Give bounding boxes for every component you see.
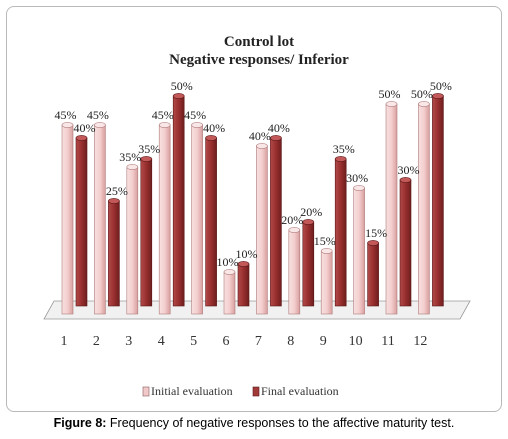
x-tick-9: 9 [320,334,327,349]
bar-cap-s1-6 [223,269,236,275]
legend-label-initial: Initial evaluation [151,384,233,398]
data-label-s2-1: 40% [74,121,96,135]
bar-s1-4 [158,124,171,315]
bar-cap-s1-2 [94,122,106,128]
data-label-s2-4: 50% [171,79,193,93]
x-tick-3: 3 [125,334,132,349]
data-label-s1-1: 45% [55,108,77,122]
caption-text: Frequency of negative responses to the a… [106,416,455,430]
data-label-s1-8: 20% [281,213,303,227]
data-label-s1-11: 50% [379,87,401,101]
x-tick-1: 1 [61,334,68,349]
bar-s2-5 [205,137,217,307]
data-label-s2-9: 35% [333,142,355,156]
x-tick-10: 10 [349,334,363,349]
x-tick-12: 12 [413,334,427,349]
data-label-s2-5: 40% [203,121,225,135]
bar-cap-s2-10 [367,240,379,246]
x-tick-7: 7 [255,334,262,349]
bar-s2-10 [367,242,379,307]
data-label-s2-7: 40% [268,121,290,135]
legend-label-final: Final evaluation [261,384,339,398]
legend: Initial evaluation Final evaluation [142,384,339,398]
bar-cap-s1-1 [61,122,74,128]
data-label-s1-9: 15% [314,234,336,248]
x-axis-ticks: 1 2 3 4 5 6 7 8 9 10 11 12 [61,334,428,349]
bar-cap-s2-12 [432,93,444,99]
bar-s1-2 [94,124,106,315]
bar-s2-9 [334,158,347,307]
data-label-s2-11: 30% [398,163,420,177]
bar-cap-s2-9 [334,156,347,162]
x-tick-5: 5 [190,334,197,349]
data-label-s1-7: 40% [249,129,271,143]
x-tick-6: 6 [223,334,230,349]
bar-cap-s1-7 [256,143,268,149]
bar-chart: Control lot Negative responses/ Inferior… [43,34,471,398]
bar-cap-s1-4 [158,122,171,128]
chart-subtitle: Negative responses/ Inferior [169,52,349,68]
bar-s1-7 [256,145,268,315]
bar-cap-s2-3 [140,156,153,162]
caption-label: Figure 8: [53,416,107,430]
bar-s2-12 [432,95,444,307]
data-label-s1-3: 35% [119,150,141,164]
bar-s2-8 [302,221,315,307]
x-tick-4: 4 [158,334,165,349]
bar-cap-s2-11 [399,177,412,183]
bar-s1-11 [385,103,398,315]
legend-swatch-final [252,386,260,397]
bar-cap-s1-11 [385,101,398,107]
data-label-s2-2: 25% [106,184,128,198]
data-label-s1-6: 10% [217,255,239,269]
bar-cap-s2-4 [172,93,185,99]
x-tick-11: 11 [381,334,394,349]
x-tick-8: 8 [287,334,294,349]
bar-cap-s2-6 [237,261,250,267]
data-label-s2-3: 35% [138,142,160,156]
bar-s2-4 [172,95,185,307]
bar-s1-1 [61,124,74,315]
data-label-s1-4: 45% [152,108,174,122]
data-label-s2-12: 50% [430,79,452,93]
bar-cap-s2-5 [205,135,217,141]
bar-s2-3 [140,158,153,307]
data-label-s1-2: 45% [87,108,109,122]
data-label-s2-6: 10% [236,247,258,261]
bar-s1-5 [191,124,203,315]
data-label-s2-10: 15% [365,226,387,240]
bar-s1-3 [126,166,139,315]
legend-swatch-initial [142,386,150,397]
bar-s1-8 [288,229,301,315]
bar-s1-9 [320,250,333,315]
bar-cap-s1-3 [126,164,139,170]
bar-s1-6 [223,271,236,315]
bar-cap-s1-8 [288,227,301,233]
bar-s2-1 [75,137,88,307]
bars-group [61,93,444,315]
bar-s2-6 [237,263,250,307]
bar-cap-s2-2 [108,198,120,204]
bar-cap-s1-9 [320,248,333,254]
bar-s2-7 [270,137,282,307]
bar-s2-2 [108,200,120,307]
figure-caption: Figure 8: Frequency of negative response… [0,416,508,430]
data-label-s1-10: 30% [346,171,368,185]
x-tick-2: 2 [93,334,100,349]
bar-s1-12 [418,103,430,315]
bar-cap-s2-1 [75,135,88,141]
bar-cap-s1-5 [191,122,203,128]
bar-s1-10 [353,187,365,315]
bar-cap-s1-10 [353,185,365,191]
data-labels-group: 40%45%25%45%35%35%50%45%40%45%10%10%40%4… [55,79,452,269]
bar-cap-s2-7 [270,135,282,141]
data-label-s2-8: 20% [300,205,322,219]
chart-title: Control lot [224,34,294,50]
data-label-s1-12: 50% [411,87,433,101]
bar-cap-s1-12 [418,101,430,107]
bar-s2-11 [399,179,412,307]
bar-cap-s2-8 [302,219,315,225]
data-label-s1-5: 45% [184,108,206,122]
